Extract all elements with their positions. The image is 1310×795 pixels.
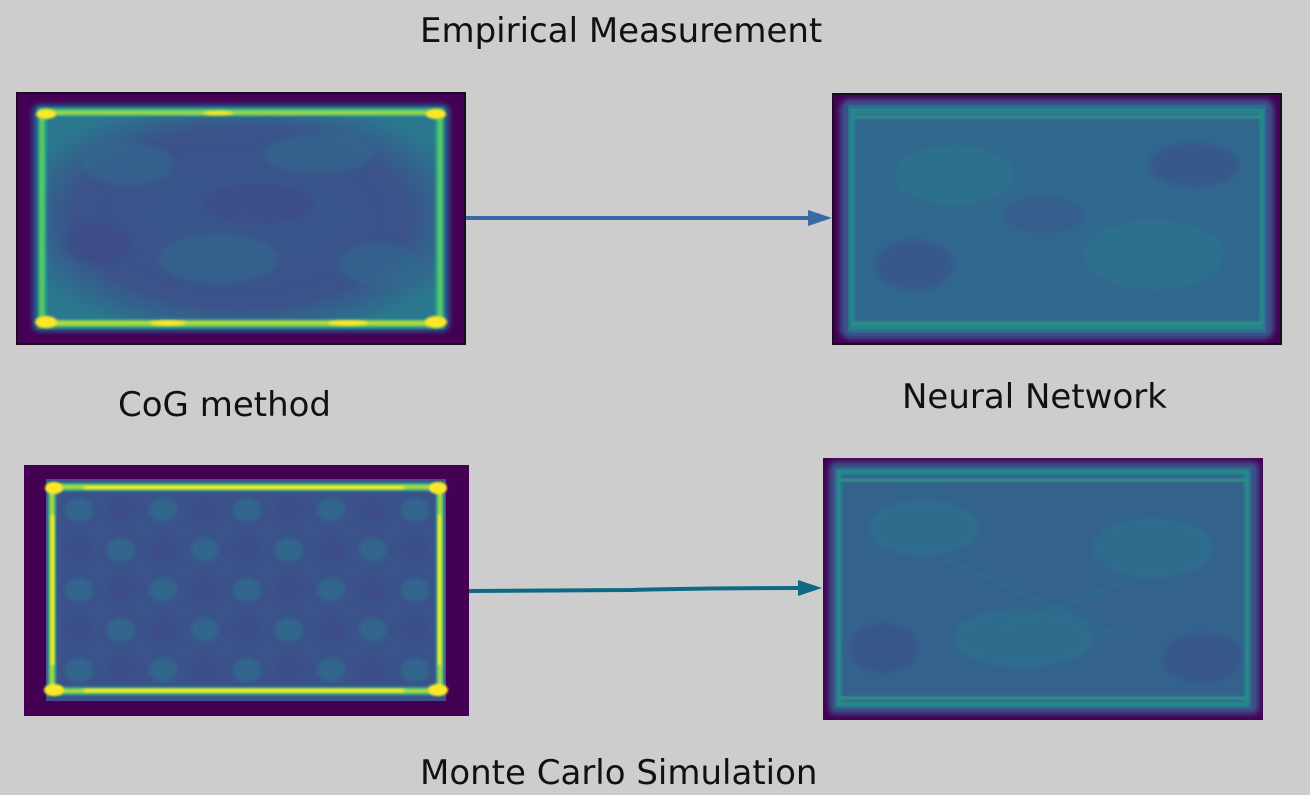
empirical-measurement-title: Empirical Measurement	[420, 11, 823, 51]
arrow-bottom	[468, 580, 822, 596]
cog-simulation-heatmap	[24, 465, 469, 716]
nn-measured-heatmap	[832, 93, 1282, 345]
neural-network-label: Neural Network	[902, 377, 1167, 417]
nn-simulation-heatmap	[823, 458, 1263, 720]
cog-measured-heatmap	[16, 92, 466, 345]
arrow-top	[466, 210, 832, 226]
monte-carlo-simulation-title: Monte Carlo Simulation	[420, 753, 818, 793]
cog-method-label: CoG method	[118, 385, 331, 425]
